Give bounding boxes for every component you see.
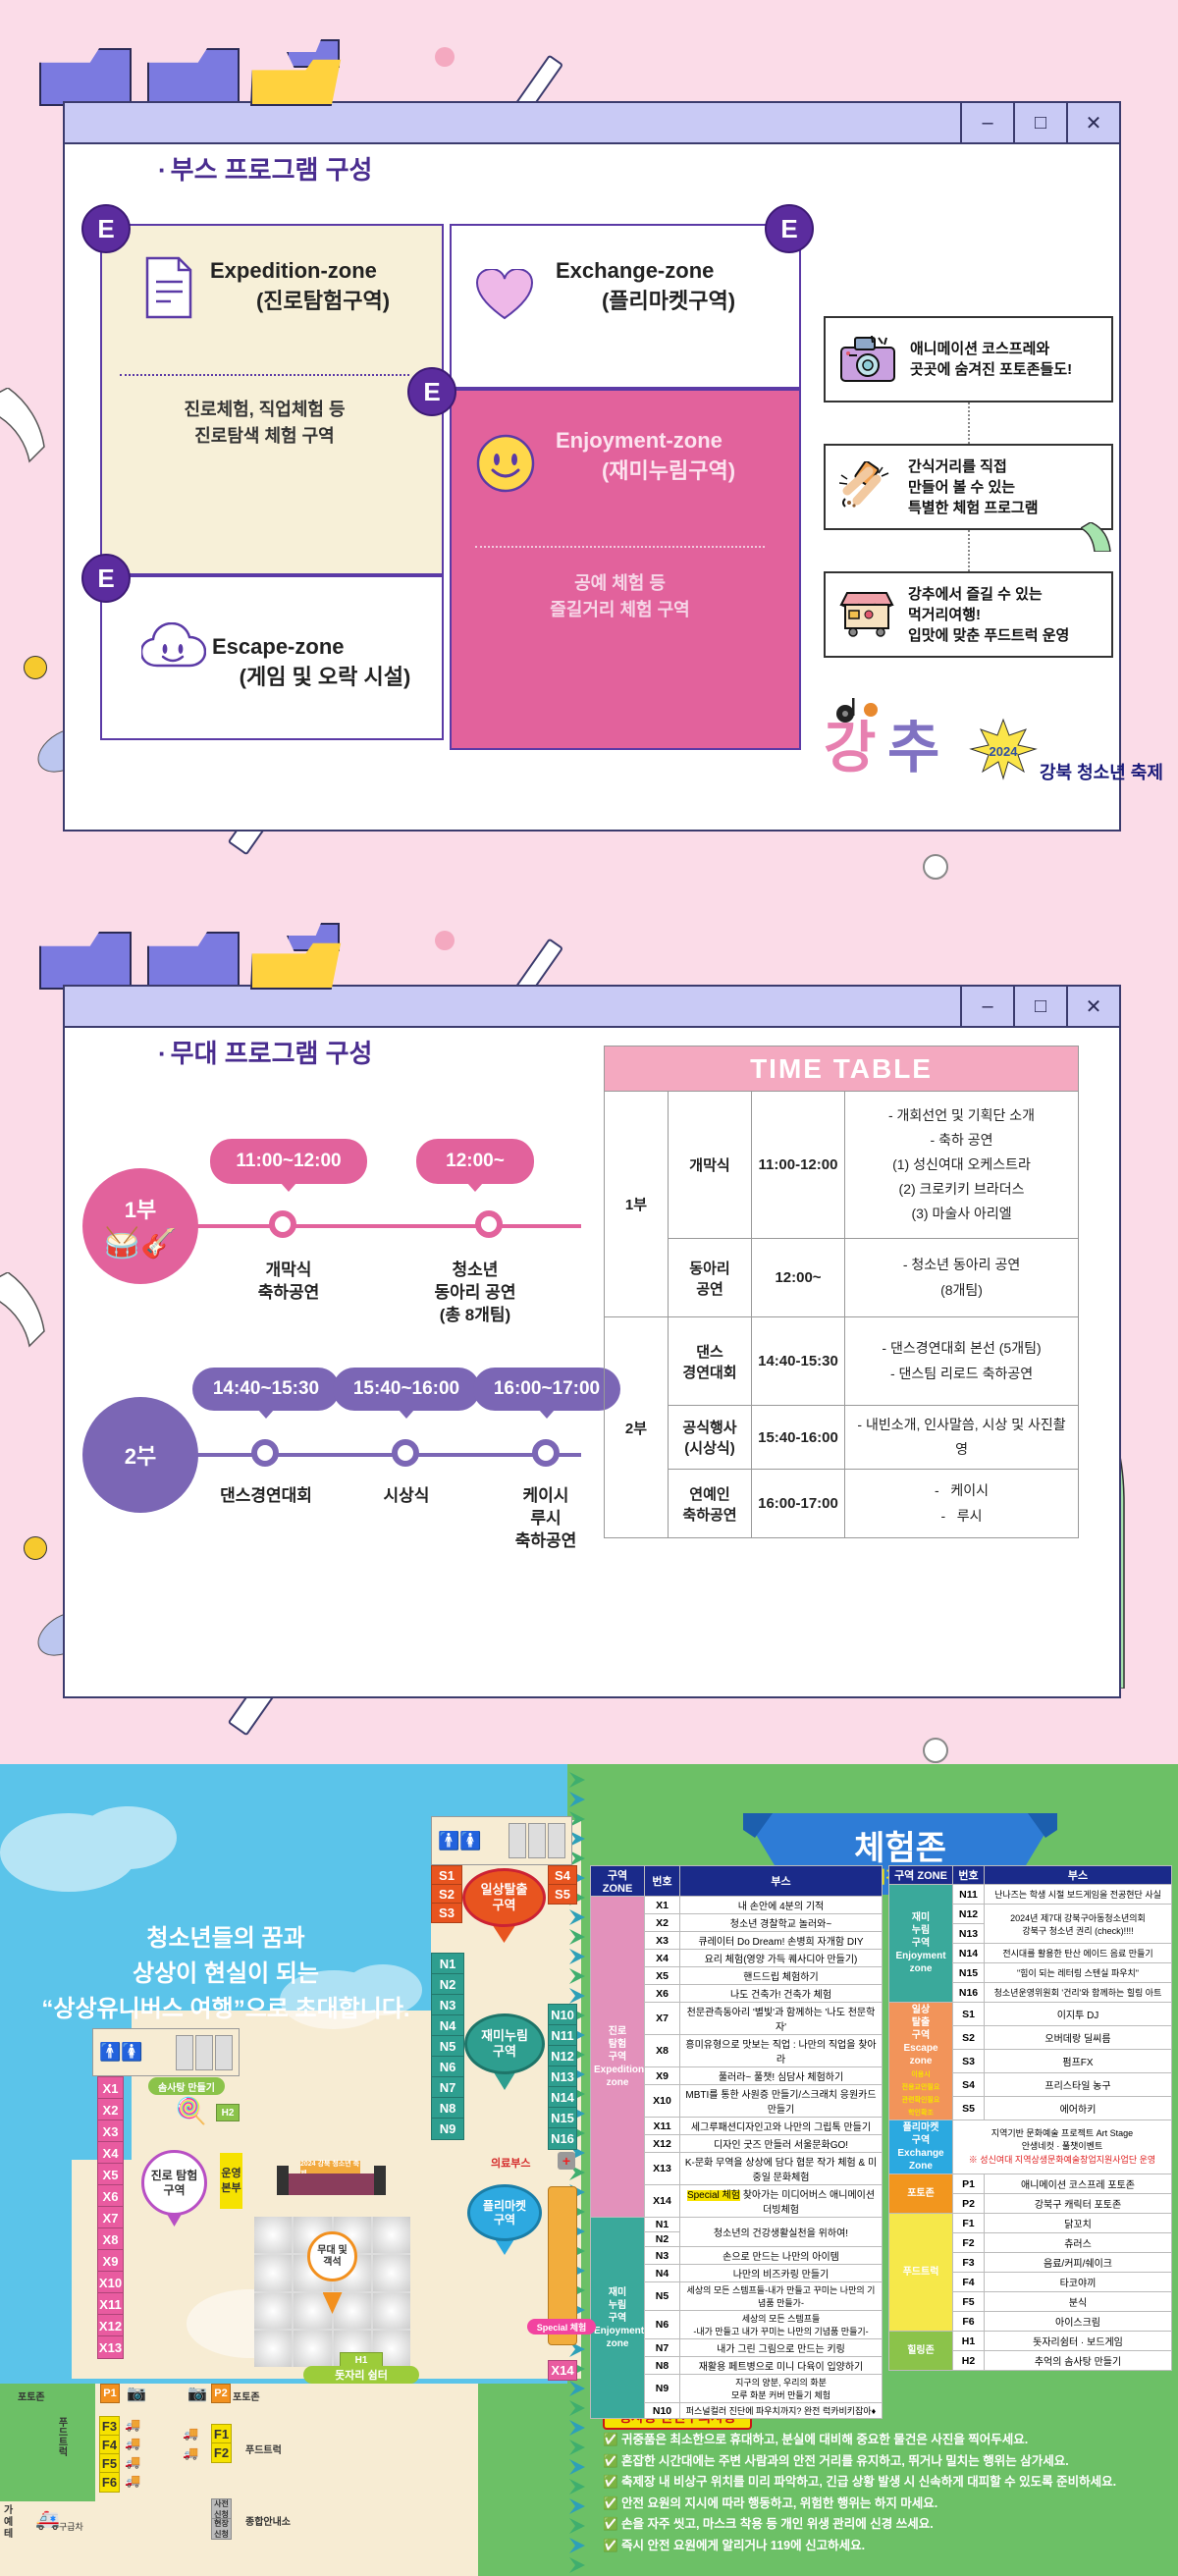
svg-text:체험존: 체험존 xyxy=(854,1830,946,1867)
svg-text:추: 추 xyxy=(887,720,939,778)
svg-text:2024: 2024 xyxy=(990,744,1019,759)
svg-text:강: 강 xyxy=(824,720,876,778)
